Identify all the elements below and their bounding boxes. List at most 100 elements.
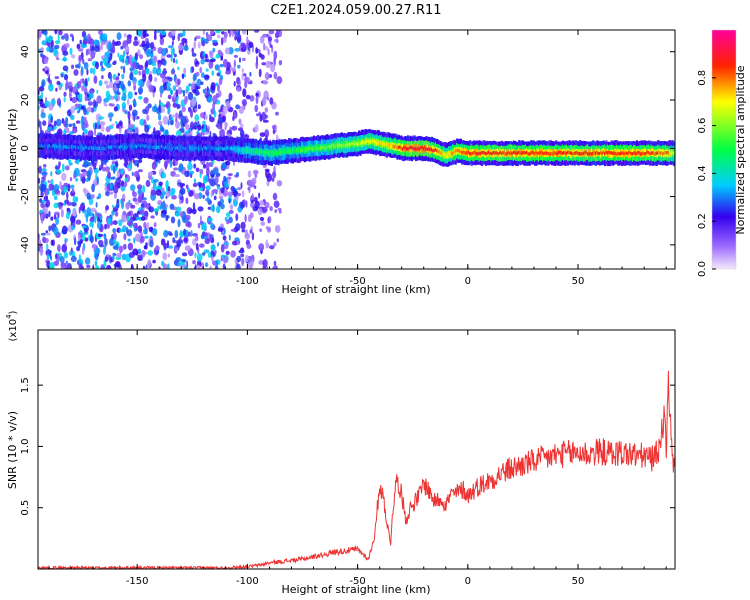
spectrogram-noise-cell — [96, 176, 99, 186]
spectrogram-noise-cell — [224, 161, 231, 166]
spectrogram-ridge-cell — [44, 144, 47, 148]
spectrogram-noise-cell — [158, 181, 163, 187]
spectrogram-noise-cell — [78, 173, 84, 178]
spectrogram-ridge-cell — [167, 145, 170, 149]
spectrogram-ridge-cell — [315, 146, 318, 151]
spectrogram-noise-cell — [134, 170, 140, 178]
spectrogram-noise-cell — [108, 112, 114, 118]
spectrogram-noise-cell — [126, 229, 133, 237]
spectrogram-noise-cell — [220, 74, 224, 81]
spectrogram-ridge-cell — [512, 150, 515, 155]
spectrogram-noise-cell — [173, 57, 175, 64]
spectrogram-noise-cell — [177, 78, 181, 86]
spectrogram-ridge-cell — [548, 152, 551, 156]
spectrogram-ridge-cell — [253, 150, 256, 154]
spectrogram-ridge-cell — [561, 151, 564, 155]
spectrogram-noise-cell — [96, 89, 99, 94]
spectrogram-noise-cell — [238, 81, 241, 85]
spectrogram-noise-cell — [192, 74, 196, 82]
spectrogram-noise-cell — [184, 170, 190, 178]
spectrogram-noise-cell — [177, 66, 180, 71]
spectrogram-ridge-cell — [581, 152, 584, 156]
spectrogram-ridge-cell — [465, 151, 468, 155]
spectrogram-ridge-cell — [125, 144, 128, 148]
spectrogram-noise-cell — [96, 95, 102, 104]
spectrogram-ridge-cell — [270, 151, 273, 155]
spectrogram-noise-cell — [74, 91, 80, 96]
spectrogram-noise-cell — [192, 238, 197, 246]
spectrogram-noise-cell — [60, 202, 64, 206]
spectrogram-noise-cell — [220, 203, 225, 210]
spectrogram-noise-cell — [236, 30, 241, 37]
spectrogram-noise-cell — [106, 264, 112, 269]
spectrogram-ridge-cell — [436, 149, 439, 153]
spectrogram-noise-cell — [63, 251, 69, 259]
spectrogram-ridge-cell — [511, 151, 514, 156]
spectrogram-noise-cell — [174, 112, 179, 119]
spectrogram-noise-cell — [275, 39, 279, 44]
spectrogram-ridge-cell — [413, 147, 416, 151]
spectrogram-noise-cell — [273, 242, 277, 247]
spectrogram-noise-cell — [141, 249, 146, 258]
spectrogram-noise-cell — [273, 200, 280, 208]
spectrogram-ridge-cell — [545, 151, 548, 155]
spectrogram-noise-cell — [204, 238, 211, 245]
spectrogram-noise-cell — [116, 91, 121, 96]
spectrogram-noise-cell — [58, 161, 61, 168]
spectrogram-ridge-cell — [455, 148, 459, 153]
spectrogram-ridge-cell — [395, 144, 398, 148]
spectrogram-noise-cell — [95, 265, 100, 269]
spectrogram-ridge-cell — [344, 144, 347, 148]
spectrogram-noise-cell — [241, 68, 244, 73]
spectrogram-ridge-cell — [79, 145, 82, 149]
spectrogram-noise-cell — [209, 233, 213, 241]
spectrogram-ridge-cell — [653, 151, 656, 155]
spectrogram-noise-cell — [238, 57, 242, 63]
spectrogram-ridge-cell — [350, 142, 353, 147]
spectrogram-ridge-cell — [420, 146, 423, 150]
spectrogram-noise-cell — [198, 243, 205, 248]
spectrogram-noise-cell — [106, 50, 111, 58]
spectrogram-noise-cell — [120, 65, 123, 70]
spectrogram-noise-cell — [121, 213, 125, 223]
spectrogram-ridge-cell — [94, 145, 98, 150]
spectrogram-noise-cell — [209, 265, 213, 269]
snr-frame — [37, 329, 676, 570]
spectrogram-ridge-cell — [286, 150, 289, 154]
spectrogram-noise-cell — [197, 222, 201, 229]
spectrogram-ridge-cell — [182, 146, 185, 150]
spectrogram-noise-cell — [169, 120, 174, 126]
spectrogram-ridge-cell — [523, 150, 526, 155]
spectrogram-ridge-cell — [90, 146, 94, 150]
spectrogram-ridge-cell — [85, 145, 88, 150]
spectrogram-noise-cell — [231, 125, 238, 131]
spectrogram-ridge-cell — [433, 148, 436, 153]
spectrogram-ridge-cell — [371, 139, 374, 143]
spectrogram-ridge-cell — [204, 146, 207, 150]
spectrogram-ridge-cell — [131, 143, 135, 148]
spectrogram-ridge-cell — [666, 150, 669, 155]
spectrogram-ridge-cell — [503, 150, 506, 155]
spectrogram-noise-cell — [142, 30, 147, 39]
spectrogram-noise-cell — [107, 171, 111, 179]
spectrogram-noise-cell — [50, 216, 54, 221]
spectrogram-ridge-cell — [237, 148, 240, 153]
spectrogram-noise-cell — [55, 253, 58, 260]
spectrogram-noise-cell — [248, 45, 251, 52]
spectrogram-noise-cell — [107, 217, 112, 224]
spectrogram-noise-cell — [70, 105, 76, 114]
spectrogram-ridge-cell — [134, 144, 137, 148]
spectrogram-ridge-cell — [159, 145, 162, 149]
spectrogram-noise-cell — [123, 33, 127, 38]
spectrogram-noise-cell — [200, 112, 206, 119]
spectrogram-noise-cell — [120, 96, 127, 101]
spectrogram-noise-cell — [159, 85, 164, 94]
spectrogram-noise-cell — [101, 33, 108, 41]
spectrogram-noise-cell — [227, 178, 230, 185]
spectrogram-ridge-cell — [326, 145, 329, 150]
spectrogram-noise-cell — [197, 42, 201, 49]
spectrogram-noise-cell — [266, 173, 273, 182]
spectrogram-noise-cell — [84, 95, 88, 102]
spectrogram-ridge-cell — [610, 151, 613, 155]
